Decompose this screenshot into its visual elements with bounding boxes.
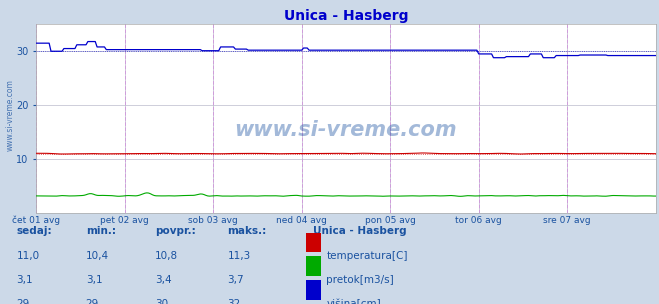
Text: povpr.:: povpr.:	[155, 226, 196, 237]
Text: pretok[m3/s]: pretok[m3/s]	[326, 275, 394, 285]
Text: 10,4: 10,4	[86, 251, 109, 261]
Bar	[306, 280, 321, 300]
Text: www.si-vreme.com: www.si-vreme.com	[5, 80, 14, 151]
Text: 29: 29	[86, 299, 99, 304]
Text: temperatura[C]: temperatura[C]	[326, 251, 408, 261]
Text: 11,3: 11,3	[227, 251, 250, 261]
Text: 3,1: 3,1	[86, 275, 102, 285]
Text: 11,0: 11,0	[16, 251, 40, 261]
Text: 32: 32	[227, 299, 241, 304]
Text: Unica - Hasberg: Unica - Hasberg	[313, 226, 407, 237]
Text: 3,1: 3,1	[16, 275, 33, 285]
Title: Unica - Hasberg: Unica - Hasberg	[284, 9, 408, 23]
Bar	[306, 233, 321, 252]
Text: 29: 29	[16, 299, 30, 304]
Text: 10,8: 10,8	[155, 251, 178, 261]
Text: 3,4: 3,4	[155, 275, 171, 285]
Text: 3,7: 3,7	[227, 275, 244, 285]
Text: min.:: min.:	[86, 226, 116, 237]
Bar	[306, 256, 321, 276]
Text: 30: 30	[155, 299, 168, 304]
Text: višina[cm]: višina[cm]	[326, 299, 381, 304]
Text: www.si-vreme.com: www.si-vreme.com	[235, 120, 457, 140]
Text: maks.:: maks.:	[227, 226, 267, 237]
Text: sedaj:: sedaj:	[16, 226, 52, 237]
